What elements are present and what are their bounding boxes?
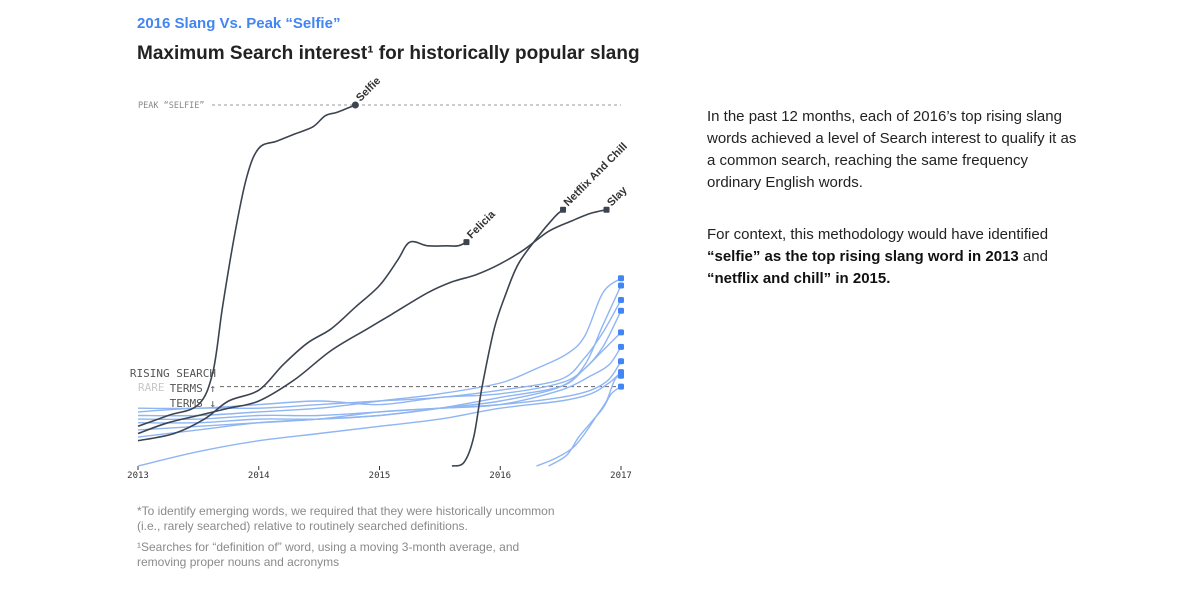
rising-series-endpoint bbox=[618, 383, 624, 390]
rising-series-line bbox=[536, 375, 622, 467]
series-line-felicia bbox=[137, 240, 467, 442]
rising-series-line bbox=[137, 360, 622, 431]
terms-down-label: TERMS ↓ bbox=[170, 397, 216, 410]
series-line-slay bbox=[137, 208, 607, 435]
rising-series-endpoint bbox=[618, 296, 624, 303]
sidebar-p2-highlight-netflix: “netflix and chill” in 2015. bbox=[707, 270, 891, 287]
rising-series-endpoint bbox=[618, 358, 624, 365]
terms-up-label: TERMS ↑ bbox=[170, 382, 216, 395]
x-tick-label: 2017 bbox=[610, 471, 632, 481]
series-label-selfie: Selfie bbox=[354, 75, 383, 104]
x-tick-label: 2013 bbox=[127, 471, 149, 481]
rising-series-endpoint bbox=[618, 275, 624, 282]
sidebar-p2-mid: and bbox=[1018, 248, 1048, 265]
chart-kicker: 2016 Slang Vs. Peak “Selfie” bbox=[137, 15, 341, 32]
series-line-netflix-and-chill bbox=[451, 209, 564, 467]
peak-selfie-label: PEAK “SELFIE” bbox=[138, 101, 205, 111]
sidebar-p2-lead: For context, this methodology would have… bbox=[707, 226, 1049, 243]
rising-series-endpoint bbox=[618, 329, 624, 336]
rising-series-endpoint bbox=[618, 372, 624, 379]
series-endpoint-netflix-and-chill bbox=[560, 206, 567, 213]
x-tick-label: 2014 bbox=[248, 471, 270, 481]
series-line-selfie bbox=[137, 104, 356, 428]
x-axis: 2013 2014 2015 2016 2017 bbox=[127, 466, 632, 481]
rising-series-endpoint bbox=[618, 307, 624, 314]
footnote-definition: ¹Searches for “definition of” word, usin… bbox=[137, 540, 520, 569]
sidebar-paragraph-2: For context, this methodology would have… bbox=[707, 224, 1077, 290]
series-endpoint-selfie bbox=[351, 101, 359, 109]
series-endpoint-slay bbox=[603, 206, 610, 213]
rising-search-label: RISING SEARCH bbox=[130, 367, 216, 380]
rising-series-endpoint bbox=[618, 282, 624, 289]
footnote-methodology: *To identify emerging words, we required… bbox=[137, 504, 555, 533]
sidebar-p2-highlight-selfie: “selfie” as the top rising slang word in… bbox=[707, 248, 1019, 265]
rising-series-line bbox=[137, 371, 622, 467]
rising-series-line bbox=[137, 299, 622, 413]
rare-label-faded: RARE bbox=[138, 381, 165, 394]
rising-series-endpoint bbox=[618, 343, 624, 350]
rising-series-line bbox=[137, 277, 622, 417]
series-label-slay: Slay bbox=[605, 184, 630, 209]
sidebar-paragraph-1: In the past 12 months, each of 2016’s to… bbox=[707, 108, 1077, 191]
series-endpoint-felicia bbox=[463, 239, 470, 246]
series-label-felicia: Felicia bbox=[465, 208, 498, 241]
chart-title: Maximum Search interest¹ for historicall… bbox=[137, 43, 640, 64]
x-tick-label: 2015 bbox=[369, 471, 391, 481]
x-tick-label: 2016 bbox=[489, 471, 511, 481]
rising-series-line bbox=[548, 386, 622, 467]
